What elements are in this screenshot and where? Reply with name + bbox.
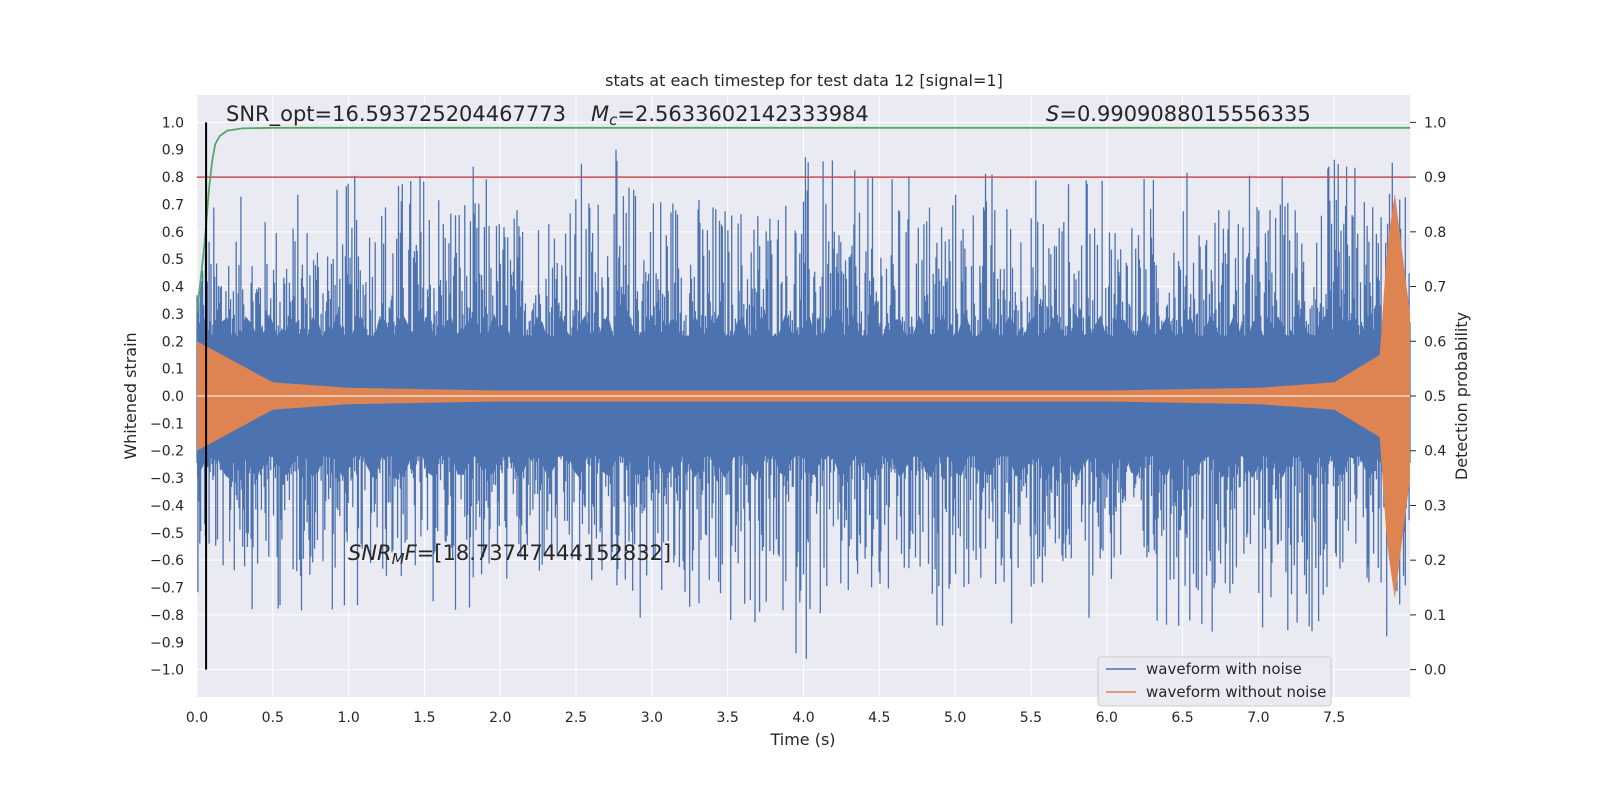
annotation-s: S=0.9909088015556335 xyxy=(1046,102,1311,126)
annotation-snr-opt: SNR_opt=16.593725204467773 xyxy=(226,102,566,127)
x-axis-ticks: 0.0 0.5 1.0 1.5 2.0 2.5 3.0 3.5 4.0 4.5 5.0 5.5 6.0 6… xyxy=(186,710,1345,726)
y-right-tick-label: 1.0 xyxy=(1424,115,1446,131)
y-left-tick-label: −0.6 xyxy=(150,553,184,569)
y-left-tick-label: −1.0 xyxy=(150,663,184,679)
x-tick-label: 3.0 xyxy=(641,710,663,726)
y-left-tick-label: −0.3 xyxy=(150,471,184,487)
x-tick-label: 3.5 xyxy=(717,710,739,726)
x-tick-label: 0.5 xyxy=(262,710,284,726)
y-left-tick-label: 0.6 xyxy=(162,225,184,241)
y-left-tick-label: 0.0 xyxy=(162,389,184,405)
y-left-tick-label: 0.5 xyxy=(162,252,184,268)
x-tick-label: 6.0 xyxy=(1096,710,1118,726)
y-left-tick-label: 0.9 xyxy=(162,143,184,159)
y-right-tick-label: 0.8 xyxy=(1424,225,1446,241)
x-tick-label: 7.5 xyxy=(1323,710,1345,726)
x-tick-label: 5.5 xyxy=(1020,710,1042,726)
x-axis-label: Time (s) xyxy=(769,730,835,749)
y-axis-right-label: Detection probability xyxy=(1452,312,1471,480)
legend-label-waveform-without-noise: waveform without noise xyxy=(1146,683,1326,701)
y-left-tick-label: 0.7 xyxy=(162,197,184,213)
x-tick-label: 6.5 xyxy=(1171,710,1193,726)
x-tick-label: 5.0 xyxy=(944,710,966,726)
y-right-tick-label: 0.2 xyxy=(1424,553,1446,569)
x-tick-label: 1.5 xyxy=(413,710,435,726)
y-right-tick-label: 0.9 xyxy=(1424,170,1446,186)
y-left-tick-label: 1.0 xyxy=(162,115,184,131)
y-left-tick-label: 0.1 xyxy=(162,362,184,378)
x-tick-label: 2.0 xyxy=(489,710,511,726)
y-right-tick-label: 0.0 xyxy=(1424,663,1446,679)
chart-title: stats at each timestep for test data 12 … xyxy=(605,71,1003,90)
y-left-tick-label: −0.2 xyxy=(150,444,184,460)
y-left-tick-label: −0.5 xyxy=(150,526,184,542)
y-axis-left-ticks: 1.0 0.9 0.8 0.7 0.6 0.5 0.4 0.3 0.2 0.1 0.0 −0.1 −0.… xyxy=(150,115,184,678)
y-left-tick-label: −0.8 xyxy=(150,608,184,624)
y-left-tick-label: −0.4 xyxy=(150,498,184,514)
series-waveform-without-noise xyxy=(197,193,1410,599)
legend-label-waveform-with-noise: waveform with noise xyxy=(1146,660,1302,678)
y-right-tick-label: 0.4 xyxy=(1424,444,1446,460)
y-left-tick-label: 0.4 xyxy=(162,280,184,296)
y-right-tick-label: 0.3 xyxy=(1424,498,1446,514)
y-right-tick-label: 0.6 xyxy=(1424,334,1446,350)
y-right-tick-label: 0.5 xyxy=(1424,389,1446,405)
y-left-tick-label: 0.8 xyxy=(162,170,184,186)
y-left-tick-label: −0.1 xyxy=(150,416,184,432)
annotation-chirp-mass: Mc=2.5633602142333984 xyxy=(591,102,869,129)
y-right-tick-label: 0.7 xyxy=(1424,280,1446,296)
y-left-tick-label: −0.7 xyxy=(150,581,184,597)
y-axis-left-label: Whitened strain xyxy=(121,332,140,459)
x-tick-label: 0.0 xyxy=(186,710,208,726)
y-axis-right-ticks: 1.0 0.9 0.8 0.7 0.6 0.5 0.4 0.3 0.2 0.1 0.0 xyxy=(1410,115,1446,679)
y-right-tick-label: 0.1 xyxy=(1424,608,1446,624)
x-tick-label: 1.0 xyxy=(337,710,359,726)
x-tick-label: 7.0 xyxy=(1247,710,1269,726)
legend: waveform with noise waveform without noi… xyxy=(1097,656,1332,707)
overlay-lines xyxy=(196,122,1410,670)
y-left-tick-label: −0.9 xyxy=(150,635,184,651)
x-tick-label: 4.0 xyxy=(792,710,814,726)
x-tick-label: 2.5 xyxy=(565,710,587,726)
x-tick-label: 4.5 xyxy=(868,710,890,726)
y-left-tick-label: 0.2 xyxy=(162,334,184,350)
y-left-tick-label: 0.3 xyxy=(162,307,184,323)
annotation-snr-mf: SNRMF=[18.73747444152832] xyxy=(348,541,671,568)
legend-box xyxy=(1097,656,1332,707)
